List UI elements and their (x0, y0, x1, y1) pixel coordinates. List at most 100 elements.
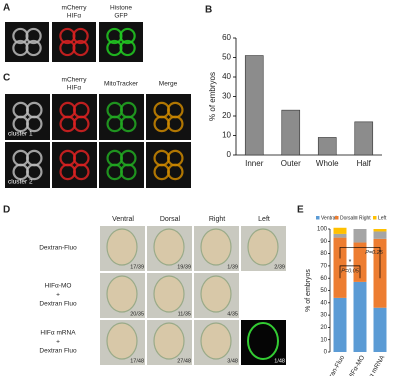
micrograph (5, 94, 50, 140)
column-header: Right (209, 216, 225, 223)
y-tick-label: 40 (222, 72, 231, 81)
cell (72, 39, 89, 57)
panel-label: D (3, 205, 10, 216)
cell (119, 115, 137, 133)
y-tick-label: 50 (320, 288, 327, 294)
cell (25, 115, 43, 133)
cell (25, 39, 42, 57)
y-tick-label: 60 (222, 33, 231, 42)
cell (119, 27, 136, 45)
cell (119, 39, 136, 57)
y-axis-label: % of embryos (305, 269, 312, 312)
legend-swatch (373, 216, 377, 220)
y-tick-label: 100 (317, 227, 328, 233)
micrograph (99, 22, 143, 62)
legend-label: Right (359, 215, 371, 221)
cell (72, 163, 90, 181)
annotation: * (349, 259, 352, 266)
bar (244, 55, 264, 156)
y-tick-label: 80 (320, 251, 327, 257)
micrograph (5, 142, 50, 188)
row-label: Dextran Fluo (39, 348, 77, 355)
y-tick-label: 30 (320, 313, 327, 319)
count-label: 20/35 (130, 311, 144, 317)
y-tick-label: 70 (320, 263, 327, 269)
column-header: MitoTracker (104, 81, 139, 88)
column-header: HIFα (67, 85, 81, 92)
bar (354, 121, 374, 156)
embryo (106, 275, 138, 313)
count-label: 4/35 (227, 311, 238, 317)
x-tick-label: Half (357, 159, 372, 168)
bar-segment (373, 307, 387, 352)
cell (166, 163, 184, 181)
bracket (339, 247, 381, 279)
y-tick-label: 30 (222, 92, 231, 101)
x-tick-label: Whole (316, 159, 339, 168)
x-tick-label: Dextran-Fluo (321, 354, 346, 376)
panel-label: B (205, 5, 212, 16)
column-header: Left (258, 216, 270, 223)
bar-segment (353, 242, 367, 282)
legend-label: Left (378, 215, 387, 221)
embryo (247, 228, 279, 266)
x-tick-label: Outer (281, 159, 301, 168)
column-header: Dorsal (160, 216, 181, 223)
bar-segment (333, 297, 347, 352)
count-label: 1/48 (274, 358, 285, 364)
row-label: Dextran-Fluo (39, 245, 77, 252)
embryo (247, 322, 279, 360)
y-tick-label: 50 (222, 53, 231, 62)
panel-label: A (3, 3, 10, 14)
embryo (200, 228, 232, 266)
y-tick-label: 0 (227, 150, 232, 159)
y-tick-label: 20 (320, 325, 327, 331)
bar-segment (333, 233, 347, 238)
column-header: Ventral (112, 216, 134, 223)
y-tick-label: 60 (320, 276, 327, 282)
row-label: HIFα mRNA (40, 330, 76, 337)
row-label: cluster 1 (8, 131, 33, 138)
column-header: Merge (159, 81, 178, 88)
micrograph (52, 142, 97, 188)
cell (25, 27, 42, 45)
bracket (339, 265, 361, 279)
panel-label: C (3, 73, 10, 84)
cell (119, 163, 137, 181)
embryo (200, 322, 232, 360)
bar-segment (353, 229, 367, 243)
column-header: Histone (110, 5, 132, 12)
x-tick-label: HIFα mRNA (363, 354, 387, 376)
embryo (106, 228, 138, 266)
column-header: HIFα (67, 13, 81, 20)
legend-label: Ventral (321, 215, 337, 221)
row-label: cluster 2 (8, 179, 33, 186)
count-label: 11/35 (178, 311, 191, 317)
micrograph (52, 22, 96, 62)
micrograph (99, 94, 144, 140)
row-label: Dextran Fluo (39, 301, 77, 308)
count-label: 1/39 (227, 264, 238, 270)
y-tick-label: 10 (320, 337, 327, 343)
micrograph (146, 94, 191, 140)
y-tick-label: 90 (320, 239, 327, 245)
embryo (153, 228, 185, 266)
cell (72, 115, 90, 133)
row-label: HIFα-MO (45, 283, 72, 290)
count-label: 27/48 (177, 358, 191, 364)
row-label: + (56, 339, 60, 346)
column-header: mCherry (62, 5, 88, 12)
column-header: mCherry (62, 77, 88, 84)
legend-swatch (354, 216, 358, 220)
y-tick-label: 20 (222, 111, 231, 120)
annotation: P=0.25 (365, 250, 384, 256)
legend-label: Dorsal (340, 215, 354, 221)
bar (317, 137, 337, 156)
count-label: 17/48 (130, 358, 144, 364)
cell (166, 115, 184, 133)
x-tick-label: HIFα-MO (347, 354, 366, 376)
y-tick-label: 10 (222, 131, 231, 140)
column-header: GFP (114, 13, 127, 20)
annotation: P=0.05 (341, 268, 360, 274)
